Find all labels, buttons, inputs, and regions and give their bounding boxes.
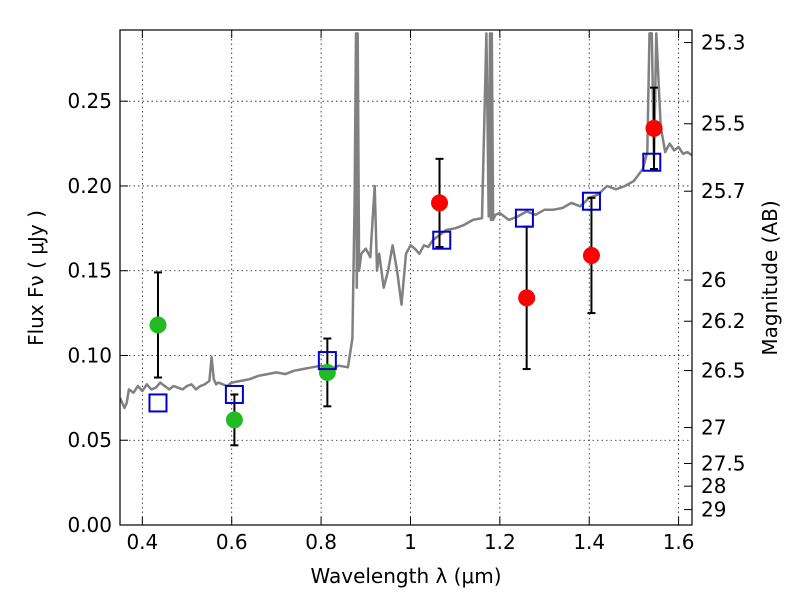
right-tick-label: 28	[701, 474, 726, 498]
y-axis-label: Flux Fν ( μJy )	[24, 210, 48, 346]
right-tick-label: 26.5	[701, 359, 746, 383]
y-tick-label: 0.15	[67, 259, 112, 283]
x-tick-label: 1.6	[663, 530, 695, 554]
photometry-point	[518, 289, 536, 307]
right-tick-label: 26	[701, 268, 726, 292]
model-photometry-square	[514, 208, 534, 228]
photometry-point	[645, 119, 663, 137]
y-tick-label: 0.00	[67, 513, 112, 537]
y-tick-label: 0.25	[67, 89, 112, 113]
spectrum-layer	[120, 32, 692, 410]
plot-frame	[119, 29, 693, 526]
model-photometry-square	[224, 384, 244, 404]
y-tick-label: 0.10	[67, 343, 112, 367]
x-tick-label: 0.6	[216, 530, 248, 554]
right-tick-label: 25.7	[701, 179, 746, 203]
model-photometry-square	[317, 351, 337, 371]
right-tick-label: 25.5	[701, 112, 746, 136]
right-tick-label: 27	[701, 416, 726, 440]
model-photometry-square	[581, 191, 601, 211]
y-tick-label: 0.05	[67, 428, 112, 452]
photometry-point	[318, 363, 336, 381]
y-axis-right-label: Magnitude (AB)	[758, 200, 782, 355]
marker-layer	[148, 119, 663, 429]
x-tick-label: 1.4	[573, 530, 605, 554]
right-tick-label: 26.2	[701, 309, 746, 333]
right-tick-label: 27.5	[701, 451, 746, 475]
photometry-point	[431, 194, 449, 212]
right-tick-label: 25.3	[701, 31, 746, 55]
photometry-point	[149, 316, 167, 334]
x-tick-label: 0.4	[126, 530, 158, 554]
y-tick-label: 0.20	[67, 174, 112, 198]
x-tick-label: 1	[404, 530, 417, 554]
model-photometry-square	[432, 230, 452, 250]
x-tick-label: 1.2	[484, 530, 516, 554]
model-photometry-square	[642, 152, 662, 172]
x-tick-label: 0.8	[305, 530, 337, 554]
photometry-point	[582, 246, 600, 264]
model-spectrum-line	[120, 32, 692, 410]
right-tick-label: 29	[701, 498, 726, 522]
x-axis-label: Wavelength λ (μm)	[310, 564, 501, 588]
model-photometry-square	[148, 393, 168, 413]
photometry-point	[225, 411, 243, 429]
grid	[120, 30, 692, 526]
tick-layer: 0.4 0.6 0.8 1 1.2 1.4 1.6 0.00 0.05 0.10 0.15 0.20 0…	[67, 30, 746, 554]
